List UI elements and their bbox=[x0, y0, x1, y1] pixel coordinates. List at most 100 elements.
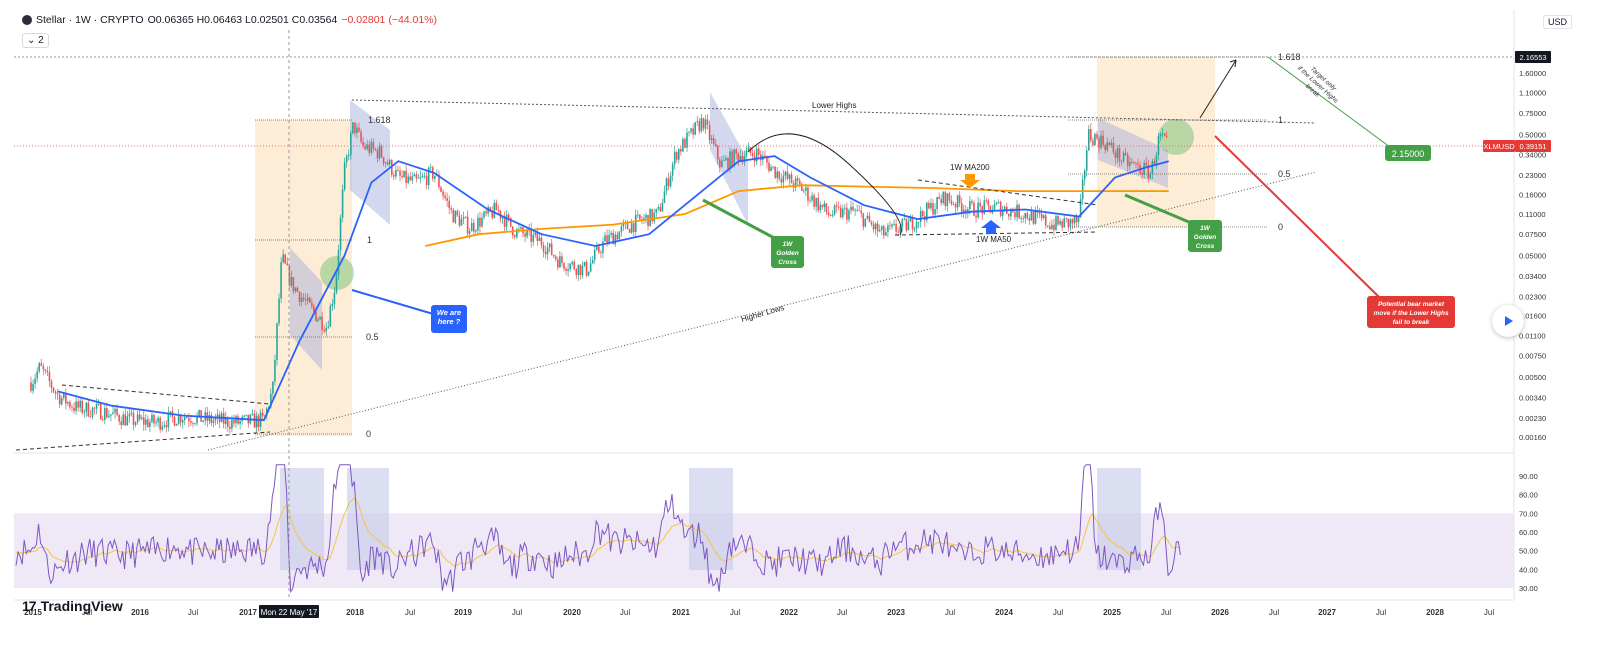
candle bbox=[46, 366, 49, 377]
price-tick-label: 0.00340 bbox=[1519, 393, 1546, 402]
candle bbox=[915, 219, 918, 234]
candle bbox=[745, 146, 748, 159]
candle bbox=[1081, 175, 1084, 206]
candle bbox=[977, 196, 979, 220]
candle bbox=[274, 354, 276, 386]
candle bbox=[610, 230, 612, 239]
candle bbox=[741, 150, 744, 165]
price-label-symbol: XLMUSD bbox=[1483, 140, 1515, 152]
bear-market-callout: Potential bear market move if the Lower H… bbox=[1367, 296, 1455, 328]
candle bbox=[350, 130, 352, 160]
ma50-label: 1W MA50 bbox=[976, 235, 1012, 244]
candle bbox=[678, 148, 680, 164]
candle bbox=[581, 261, 584, 279]
currency-badge[interactable]: USD bbox=[1543, 15, 1573, 29]
candle bbox=[216, 409, 219, 425]
bear-market-callout-text: move if the Lower Highs bbox=[1373, 310, 1449, 317]
candle bbox=[579, 264, 582, 280]
candle bbox=[243, 414, 245, 419]
candle bbox=[52, 386, 55, 394]
candle bbox=[536, 227, 539, 246]
candle bbox=[1067, 218, 1070, 232]
candle bbox=[534, 231, 537, 238]
candle bbox=[829, 213, 832, 217]
channel-2025 bbox=[1098, 118, 1168, 188]
indicator-toggle[interactable]: ⌄ 2 bbox=[22, 33, 49, 48]
candle bbox=[108, 409, 110, 418]
candle bbox=[104, 404, 106, 425]
candle bbox=[42, 362, 45, 376]
candle bbox=[926, 201, 928, 224]
candle bbox=[1018, 203, 1020, 220]
candle bbox=[962, 204, 965, 219]
candle bbox=[1149, 171, 1152, 180]
candle bbox=[1129, 156, 1131, 171]
candle bbox=[883, 224, 885, 240]
candle bbox=[1044, 213, 1047, 229]
candle bbox=[928, 200, 930, 210]
candle bbox=[577, 264, 580, 281]
time-tick-label: 2019 bbox=[454, 608, 472, 617]
candle bbox=[557, 256, 559, 271]
brand-name: TradingView bbox=[40, 598, 123, 614]
candle bbox=[280, 257, 282, 304]
candle bbox=[71, 403, 73, 412]
candle bbox=[932, 199, 934, 216]
candle bbox=[1065, 217, 1068, 223]
rsi-tick-label: 90.00 bbox=[1519, 472, 1538, 481]
time-tick-label: 2025 bbox=[1103, 608, 1121, 617]
candle bbox=[712, 134, 715, 145]
candle bbox=[163, 420, 166, 429]
candle bbox=[333, 287, 336, 310]
candle bbox=[427, 165, 430, 190]
golden-cross-1-pointer bbox=[702, 198, 779, 242]
candle bbox=[817, 192, 819, 213]
target-callout-line bbox=[1267, 56, 1395, 151]
price-tick-label: 0.00500 bbox=[1519, 373, 1546, 382]
fib-left-label: 0.5 bbox=[366, 332, 379, 342]
candle bbox=[807, 185, 809, 206]
candle bbox=[948, 191, 951, 204]
triangle-bottom-line bbox=[15, 431, 271, 451]
candle bbox=[429, 163, 432, 172]
candle bbox=[423, 172, 426, 179]
candle bbox=[1157, 132, 1160, 161]
candle bbox=[878, 224, 881, 233]
price-tick-label: 0.02300 bbox=[1519, 293, 1546, 302]
golden-cross-1-callout-text: Cross bbox=[778, 259, 797, 266]
candle bbox=[142, 411, 145, 431]
play-button[interactable] bbox=[1492, 305, 1524, 337]
candle bbox=[40, 358, 43, 367]
candle bbox=[801, 182, 803, 192]
candle bbox=[145, 413, 147, 431]
price-label-last: 0.39151 bbox=[1515, 140, 1551, 152]
candle bbox=[138, 409, 141, 422]
we-are-here-pointer bbox=[351, 289, 441, 317]
candle bbox=[788, 173, 791, 186]
candle bbox=[1155, 151, 1158, 170]
candle bbox=[751, 148, 754, 159]
candle bbox=[132, 408, 135, 431]
candle bbox=[946, 192, 949, 212]
candle bbox=[518, 224, 520, 234]
candle bbox=[134, 420, 137, 428]
candle bbox=[347, 149, 350, 161]
candle bbox=[446, 192, 448, 207]
candle bbox=[212, 417, 215, 428]
candle bbox=[1100, 130, 1102, 151]
symbol-title[interactable]: Stellar · 1W · CRYPTO bbox=[36, 14, 144, 26]
candle bbox=[837, 201, 840, 211]
candle bbox=[616, 231, 619, 241]
candle bbox=[263, 415, 266, 417]
candle bbox=[782, 169, 785, 189]
candle bbox=[702, 117, 705, 132]
candle bbox=[409, 171, 412, 182]
candle bbox=[56, 388, 59, 400]
candle bbox=[485, 208, 487, 217]
candle bbox=[1016, 200, 1018, 222]
candle bbox=[550, 238, 553, 256]
candle bbox=[737, 152, 740, 166]
candle bbox=[716, 144, 719, 165]
